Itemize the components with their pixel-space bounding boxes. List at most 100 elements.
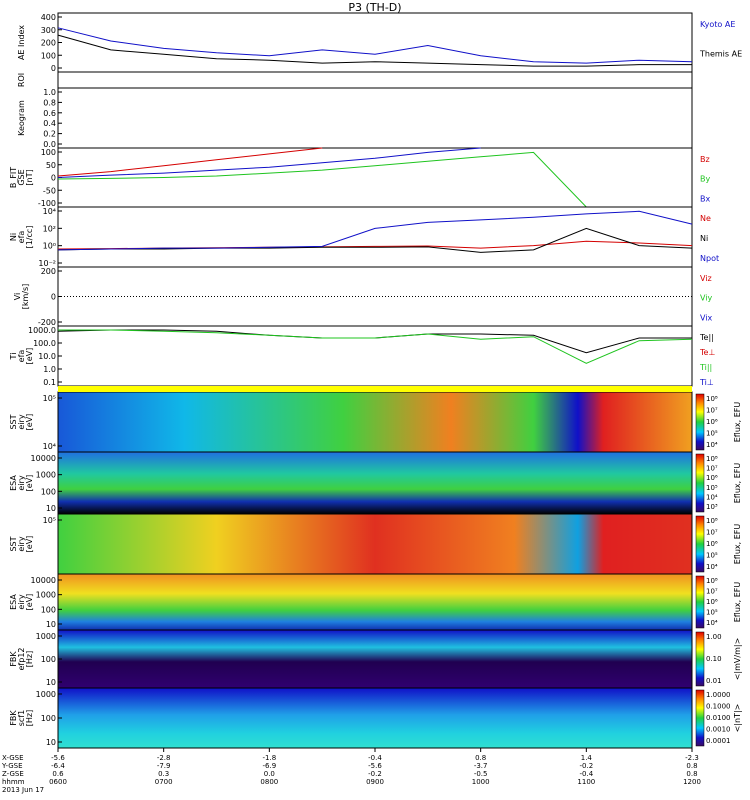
colorbar-tick: 10⁸	[706, 395, 718, 403]
x-tick-label: 0600	[49, 778, 67, 786]
y-axis-label: [eV]	[25, 475, 34, 492]
x-tick-label: 0.8	[686, 770, 697, 778]
y-axis-label: efa	[17, 231, 26, 244]
y-axis-label: ESA	[9, 594, 18, 610]
legend-entry: Ti||	[699, 363, 712, 372]
y-tick-label: 1.0	[43, 365, 56, 374]
y-axis-label: eiry	[17, 414, 26, 429]
colorbar-tick: 10⁶	[706, 540, 718, 548]
y-tick-label: 1000	[36, 632, 56, 641]
y-tick-label: 10⁴	[43, 207, 56, 216]
series-line	[57, 227, 693, 253]
colorbar	[695, 575, 705, 629]
legend-entry: Vix	[700, 313, 713, 322]
legend-entry: Viz	[700, 274, 712, 283]
panel-1: ROI	[17, 71, 693, 89]
legend-entry: Ti⊥	[699, 378, 714, 387]
series-line	[57, 34, 692, 67]
x-tick-label: 0700	[155, 778, 173, 786]
colorbar-tick: 0.1000	[706, 703, 731, 711]
y-axis-label: AE Index	[17, 25, 26, 60]
colorbar-tick: 10⁵	[706, 430, 718, 438]
x-tick-label: -3.7	[474, 762, 488, 770]
legend-entry: Ni	[700, 234, 708, 243]
panel-5: Vi [km/s] -200 0 200 Viz Viy Vix	[13, 266, 713, 327]
spectrogram-fill	[58, 452, 692, 514]
colorbar-tick: 0.0001	[706, 737, 731, 745]
y-tick-label: 100	[41, 148, 56, 157]
y-axis-label: eiry	[17, 475, 26, 490]
y-axis-label: efp12	[17, 648, 26, 671]
y-axis-label: [eV]	[25, 348, 34, 365]
colorbar-tick: 10⁶	[706, 418, 718, 426]
y-axis-label: ROI	[17, 73, 26, 87]
x-tick-label: 1000	[472, 778, 490, 786]
x-row-label: 2013 Jun 17	[2, 786, 44, 794]
colorbar	[695, 393, 705, 451]
y-axis-label: FBK	[9, 710, 18, 726]
y-axis-label: B_FIT	[9, 167, 18, 188]
legend-entry: Viy	[700, 294, 713, 303]
x-tick-label: -0.4	[579, 770, 593, 778]
colorbar-tick: 10⁵	[706, 484, 718, 492]
series-line	[57, 329, 692, 354]
colorbar-tick: 10⁴	[706, 563, 718, 571]
panel-0: AE Index 0 100 200 300 400 Kyoto AE Themis AE	[17, 12, 742, 73]
colorbar-tick: 0.10	[706, 655, 722, 663]
panel-frame	[57, 71, 693, 89]
series-line	[57, 27, 693, 64]
y-axis-label: ESA	[9, 475, 18, 491]
x-tick-label: 1100	[577, 778, 595, 786]
y-tick-label: 0.1	[43, 378, 56, 387]
y-axis-label: [eV]	[25, 594, 34, 611]
colorbar-tick: 1.00	[706, 633, 722, 641]
x-tick-label: -5.6	[51, 754, 65, 762]
y-axis-label: [eV]	[25, 414, 34, 431]
x-tick-label: -2.8	[157, 754, 171, 762]
colorbar-label: Eflux, EFU	[733, 582, 742, 623]
x-tick-label: -2.3	[685, 754, 699, 762]
y-tick-label: 10	[46, 738, 56, 747]
y-tick-label: 10	[46, 620, 56, 629]
x-tick-label: -7.9	[157, 762, 171, 770]
colorbar-label: <|mV/m|>	[733, 638, 742, 681]
colorbar-tick: 10⁸	[706, 517, 718, 525]
colorbar	[695, 515, 705, 573]
y-tick-label: 0.2	[43, 130, 56, 139]
y-tick-label: 10⁴	[43, 442, 56, 451]
legend-entry: Themis AE	[699, 50, 742, 59]
y-axis-label: Vi	[13, 293, 22, 301]
legend-entry: Te⊥	[699, 348, 715, 357]
spectrogram-fill	[58, 630, 692, 688]
y-tick-label: 200	[41, 267, 56, 276]
y-axis-label: SST	[9, 414, 18, 429]
panel-6: Ti efa [eV] 0.1 1.0 10.0 100.0 1000.0 Te|| Te⊥ Ti|…	[9, 325, 715, 387]
y-tick-label: 0.6	[43, 109, 56, 118]
colorbar-tick: 10⁷	[706, 465, 718, 473]
y-tick-label: 100.0	[33, 339, 56, 348]
y-axis-label: FBK	[9, 651, 18, 667]
y-axis-label: eiry	[17, 536, 26, 551]
y-axis-label: [Hz]	[25, 651, 34, 667]
y-axis-label: SST	[9, 536, 18, 551]
panel-11: FBK efp12 [Hz] 1000 100 10 1.00 0.10 0.01 <|mV/m|…	[9, 629, 742, 689]
y-axis-label: [Hz]	[25, 710, 34, 726]
y-tick-label: 0	[51, 64, 56, 73]
panel-frame	[57, 266, 693, 327]
y-tick-label: 0.4	[43, 119, 56, 128]
x-tick-label: -0.4	[368, 754, 382, 762]
y-tick-label: 0	[51, 174, 56, 183]
y-axis-label: efa	[17, 350, 26, 363]
colorbar	[695, 631, 705, 687]
y-tick-label: 10	[46, 678, 56, 687]
colorbar-tick: 10⁷	[706, 529, 718, 537]
legend-entry: Bz	[700, 155, 710, 164]
y-tick-label: 1000	[36, 471, 56, 480]
colorbar-tick: 10⁸	[706, 577, 718, 585]
y-axis-label: GSE	[17, 169, 26, 185]
x-tick-label: -1.8	[262, 754, 276, 762]
colorbar-tick: 10⁶	[706, 474, 718, 482]
x-tick-label: 1200	[683, 778, 701, 786]
